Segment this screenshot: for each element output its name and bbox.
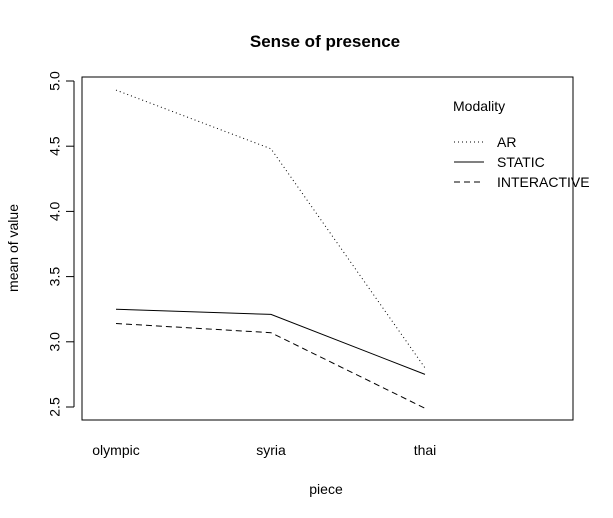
x-axis-label: piece <box>309 481 343 497</box>
y-tick-label: 2.5 <box>47 397 63 417</box>
y-tick-label: 5.0 <box>47 71 63 91</box>
y-tick-label: 3.0 <box>47 332 63 352</box>
series-line-ar <box>115 89 426 369</box>
x-tick-label: thai <box>414 442 437 458</box>
y-axis-label: mean of value <box>5 204 21 292</box>
legend-label-static: STATIC <box>497 154 545 170</box>
y-axis: 2.5 3.0 3.5 4.0 4.5 5.0 <box>47 71 75 417</box>
x-axis: olympic syria thai <box>92 442 436 458</box>
y-tick-label: 4.5 <box>47 136 63 156</box>
legend: Modality AR STATIC INTERACTIVE <box>453 98 590 190</box>
legend-title: Modality <box>453 98 505 114</box>
x-tick-label: olympic <box>92 442 139 458</box>
chart-title: Sense of presence <box>250 32 400 51</box>
legend-label-ar: AR <box>497 134 516 150</box>
x-tick-label: syria <box>256 442 286 458</box>
legend-label-interactive: INTERACTIVE <box>497 174 590 190</box>
series-line-interactive <box>115 323 426 409</box>
series-layer <box>115 89 426 409</box>
plot-frame <box>81 76 574 421</box>
y-tick-label: 4.0 <box>47 201 63 221</box>
y-tick-label: 3.5 <box>47 267 63 287</box>
series-line-static <box>115 308 426 375</box>
